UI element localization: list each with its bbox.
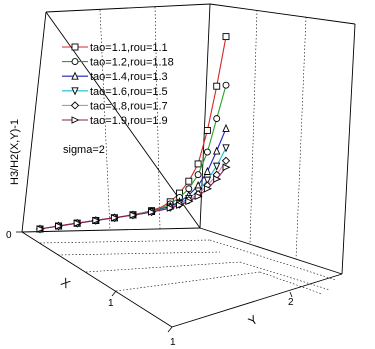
z-tick-label: 0 [6, 230, 12, 241]
data-point [203, 176, 212, 185]
x-axis-label: X [58, 275, 73, 291]
data-point [213, 82, 221, 90]
legend: tao=1.1,rou=1.1 tao=1.2,rou=1.18 tao=1.4,r… [62, 42, 174, 127]
data-point [213, 175, 222, 183]
y-tick-label: 1 [170, 337, 176, 348]
right-vertical-edge [341, 23, 356, 275]
x-tick-label: 1 [108, 298, 114, 309]
legend-item: tao=1.1,rou=1.1 [62, 42, 168, 54]
legend-item: tao=1.9,rou=1.9 [62, 115, 168, 127]
legend-label: tao=1.9,rou=1.9 [90, 115, 168, 127]
z-axis-label: H3/H2(X,Y)-1 [9, 119, 21, 185]
data-point [212, 162, 221, 171]
floor-right-back-edge [199, 227, 343, 275]
legend-label: tao=1.6,rou=1.5 [90, 86, 168, 98]
data-point [203, 148, 211, 156]
y-tick [289, 291, 293, 298]
data-point [222, 81, 230, 89]
data-point [110, 214, 119, 222]
floor-back-edge [21, 227, 201, 233]
legend-label: tao=1.1,rou=1.1 [90, 42, 168, 54]
grid-line [57, 251, 221, 256]
legend-item: tao=1.8,rou=1.7 [62, 100, 168, 112]
legend-marker [71, 43, 79, 51]
y-axis-label: Y [246, 312, 261, 328]
series-layer [35, 33, 231, 234]
legend-marker [71, 71, 79, 80]
data-point [92, 216, 101, 225]
grid-line [39, 239, 211, 244]
grid-line [209, 239, 337, 281]
data-point [194, 192, 203, 201]
grid-line [115, 271, 261, 292]
data-point [55, 222, 64, 230]
data-point [221, 156, 231, 165]
data-point [185, 177, 193, 185]
data-point [212, 146, 221, 155]
data-point [203, 166, 212, 175]
data-point [203, 126, 211, 134]
data-point [222, 144, 230, 153]
data-point [176, 201, 185, 209]
grid-line [85, 261, 241, 273]
data-point [129, 211, 138, 219]
legend-marker [71, 116, 80, 124]
legend-label: tao=1.4,rou=1.3 [90, 71, 168, 83]
data-point [194, 171, 202, 179]
data-point [185, 197, 194, 206]
legend-label: tao=1.2,rou=1.18 [90, 57, 174, 69]
y-tick-label: 2 [288, 297, 294, 308]
grid-line [249, 9, 258, 245]
data-point [222, 33, 230, 41]
data-point [36, 225, 45, 233]
legend-item: tao=1.6,rou=1.5 [62, 86, 168, 98]
legend-label: tao=1.8,rou=1.7 [90, 100, 168, 112]
y-axis-line [171, 273, 343, 328]
axis-ticks [16, 231, 293, 333]
x-tick [111, 290, 117, 297]
grid-line [295, 16, 307, 260]
x-axis-line [21, 231, 173, 328]
data-point [148, 208, 157, 216]
data-point [213, 115, 221, 123]
data-point [73, 219, 82, 227]
z-axis-line [21, 11, 47, 233]
right-top-edge [209, 3, 356, 25]
annotation-sigma: sigma=2 [63, 144, 105, 156]
data-point [166, 204, 175, 212]
data-point [222, 163, 231, 171]
legend-item: tao=1.2,rou=1.18 [62, 57, 174, 69]
legend-item: tao=1.4,rou=1.3 [62, 71, 168, 83]
data-point [222, 123, 230, 132]
series-6 [36, 163, 231, 233]
grid-line [259, 271, 323, 295]
legend-marker [71, 58, 79, 66]
x-tick [167, 326, 173, 333]
data-point [203, 185, 212, 193]
data-point [194, 160, 202, 168]
legend-marker [70, 101, 80, 110]
back-top-edge [45, 3, 211, 13]
legend-marker [71, 87, 79, 96]
grid-lines [39, 6, 337, 295]
